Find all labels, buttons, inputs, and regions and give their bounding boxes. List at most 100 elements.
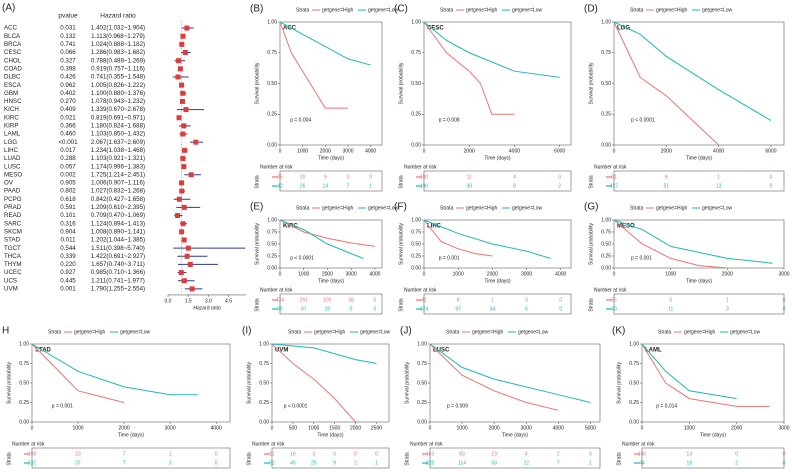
risk-count: 0 <box>783 451 786 457</box>
hr-point <box>180 221 186 227</box>
hr-point <box>183 107 189 113</box>
risk-count: 0 <box>354 451 357 457</box>
y-axis-title: Survival probability <box>588 223 594 265</box>
legend-label: getgene=High <box>314 329 345 335</box>
x-tick-label: 4000 <box>553 425 564 431</box>
plot-frame <box>279 21 383 146</box>
pvalue: 0.460 <box>60 131 76 138</box>
x-axis-title: Time (days) <box>118 432 145 438</box>
risk-frame <box>423 293 572 315</box>
cancer-label: ACC <box>4 25 18 32</box>
panel-label: (E) <box>250 202 263 213</box>
pvalue: 0.270 <box>60 98 76 105</box>
risk-count: 232 <box>28 460 37 466</box>
pvalue: 0.011 <box>60 237 76 244</box>
hr-label: 1.202(1.044~1.385) <box>91 237 145 244</box>
legend-label: getgene=High <box>656 205 687 211</box>
y-axis-title: Survival probability <box>588 62 594 104</box>
cancer-label: SKCM <box>4 228 22 235</box>
risk-count: 8 <box>665 174 668 180</box>
risk-count: 97 <box>455 306 461 312</box>
y-tick-label: 0.75 <box>411 50 421 56</box>
x-tick-label: 2000 <box>731 425 742 431</box>
risk-count: 1 <box>717 174 720 180</box>
y-tick-label: 1.00 <box>19 341 29 347</box>
pvalue: 0.402 <box>60 90 76 97</box>
risk-count: 83 <box>459 451 465 457</box>
hr-label: 1.124(0.894~1.413) <box>91 220 145 227</box>
pvalue: 0.802 <box>60 188 76 195</box>
risk-count: 8 <box>513 183 516 189</box>
hr-point <box>176 58 182 64</box>
risk-count: 1 <box>375 460 378 466</box>
hr-label: 1.511(0.398~5.740) <box>91 245 145 252</box>
y-tick-label: 0.50 <box>259 380 269 386</box>
panel-label: (J) <box>400 326 412 337</box>
x-tick-label: 2000 <box>350 425 361 431</box>
hr-label: 1.422(0.691~2.927) <box>91 253 145 260</box>
y-tick-label: 0.00 <box>267 265 277 271</box>
y-tick-label: 0.25 <box>411 112 421 118</box>
pvalue: 0.066 <box>60 49 76 56</box>
risk-count: 1 <box>589 460 592 466</box>
x-axis-title: Time (days) <box>502 432 529 438</box>
risk-count: 0 <box>375 451 378 457</box>
x-tick-label: 1000 <box>308 425 319 431</box>
hr-point <box>180 155 186 161</box>
cancer-label: PRAD <box>4 204 22 211</box>
risk-count: 3 <box>312 451 315 457</box>
y-tick-label: 0.75 <box>417 361 427 367</box>
risk-count: 105 <box>323 297 332 303</box>
y-tick-label: 0.50 <box>267 81 277 87</box>
legend-label: getgene=High <box>74 329 105 335</box>
risk-count: 7 <box>347 183 350 189</box>
hr-label: 1.790(1.255~2.554) <box>91 286 145 293</box>
x-tick-label: 0 <box>31 425 34 431</box>
risk-count: 8 <box>457 297 460 303</box>
legend-title: Strata <box>296 205 310 211</box>
x-tick-label: 5000 <box>585 425 596 431</box>
x-tick-label: 2000 <box>322 271 333 277</box>
panel-label: (K) <box>612 326 625 337</box>
x-tick-label: 0 <box>423 271 426 277</box>
y-tick-label: 0.75 <box>259 361 269 367</box>
risk-count: 9 <box>324 174 327 180</box>
y-tick-label: 0.50 <box>629 380 639 386</box>
risk-axis-title: Strata <box>404 452 410 466</box>
chart-title: MESO <box>617 224 635 230</box>
hr-label: 1.103(0.850~1.432) <box>91 131 145 138</box>
hr-point <box>175 74 181 80</box>
legend-label: getgene=Low <box>120 329 151 335</box>
survival-curve <box>613 219 728 269</box>
y-tick-label: 0.75 <box>411 229 421 235</box>
pvalue: 0.017 <box>60 147 76 154</box>
hr-label: 0.741(0.355~1.548) <box>91 74 145 81</box>
risk-count: 51 <box>664 183 670 189</box>
cancer-label: COAD <box>4 65 22 72</box>
survival-curve <box>271 343 356 423</box>
legend-label: getgene=High <box>656 7 687 13</box>
y-axis-title: Survival probability <box>616 362 622 404</box>
risk-count: 23 <box>75 451 81 457</box>
chart-title: LGG <box>617 26 630 32</box>
cancer-label: THYM <box>4 261 22 268</box>
panel-label: (C) <box>394 4 408 15</box>
y-axis-title: Survival probability <box>404 362 410 404</box>
hr-label: 1.725(1.214~2.451) <box>91 171 145 178</box>
hr-point <box>177 66 183 72</box>
p-value: p = 0.004 <box>290 118 311 124</box>
hr-point <box>180 90 186 96</box>
hr-point <box>179 41 185 47</box>
risk-count: 7 <box>123 460 126 466</box>
x-tick-label: 1000 <box>665 271 676 277</box>
hr-label: 1.005(0.826~1.222) <box>91 82 145 89</box>
x-tick-label: 1000 <box>457 425 468 431</box>
survival-curve <box>279 21 348 109</box>
risk-count: 328 <box>426 460 435 466</box>
p-value: p = 0.001 <box>439 256 460 262</box>
risk-count: 0 <box>589 451 592 457</box>
legend-label: getgene=High <box>472 329 503 335</box>
risk-count: 2 <box>735 460 738 466</box>
hr-point <box>187 261 193 267</box>
y-tick-label: 0.50 <box>417 380 427 386</box>
